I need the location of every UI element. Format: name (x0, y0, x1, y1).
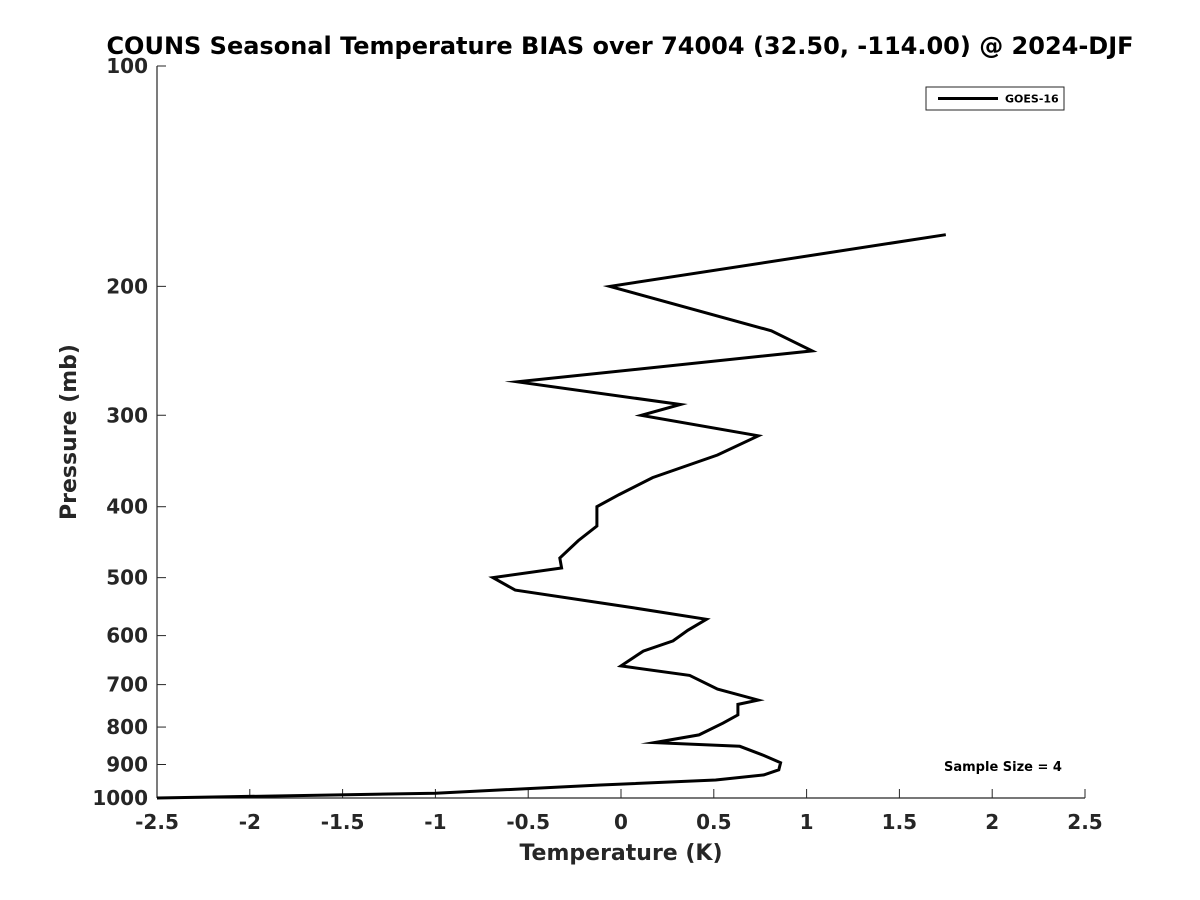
x-axis-label: Temperature (K) (519, 841, 722, 866)
y-tick-label: 400 (106, 495, 148, 519)
legend-label-goes-16: GOES-16 (1005, 93, 1059, 106)
x-tick-label: 2.5 (1067, 810, 1102, 834)
plot-background (157, 66, 1085, 798)
x-tick-label: 2 (985, 810, 999, 834)
x-tick-label: -0.5 (506, 810, 550, 834)
x-tick-label: -1 (424, 810, 446, 834)
y-tick-label: 1000 (92, 786, 148, 810)
x-tick-label: 0.5 (696, 810, 731, 834)
y-tick-label: 200 (106, 274, 148, 298)
y-tick-label: 500 (106, 566, 148, 590)
series-group (156, 233, 947, 800)
y-tick-label: 100 (106, 54, 148, 78)
y-tick-label: 600 (106, 624, 148, 648)
sample-size-annotation: Sample Size = 4 (944, 760, 1062, 775)
x-axis-ticks: -2.5 -2 -1.5 -1 -0.5 0 0.5 1 1.5 2 2.5 (135, 789, 1103, 834)
y-tick-label: 300 (106, 403, 148, 427)
y-axis-label: Pressure (mb) (57, 344, 82, 520)
plot-area: -2.5 -2 -1.5 -1 -0.5 0 0.5 1 1.5 2 2.5 100 200 300 40… (92, 54, 1102, 834)
y-tick-label: 800 (106, 715, 148, 739)
x-tick-label: 1 (800, 810, 814, 834)
x-tick-label: 1.5 (882, 810, 917, 834)
x-tick-label: -2.5 (135, 810, 179, 834)
chart-title: COUNS Seasonal Temperature BIAS over 740… (106, 32, 1133, 60)
y-tick-label: 700 (106, 673, 148, 697)
x-tick-label: -2 (239, 810, 261, 834)
x-tick-label: -1.5 (321, 810, 365, 834)
y-tick-label: 900 (106, 753, 148, 777)
series-line-goes-16 (156, 233, 947, 800)
y-axis-ticks: 100 200 300 400 500 600 700 800 900 1000 (92, 54, 166, 810)
legend: GOES-16 (925, 86, 1065, 111)
x-tick-label: 0 (614, 810, 628, 834)
